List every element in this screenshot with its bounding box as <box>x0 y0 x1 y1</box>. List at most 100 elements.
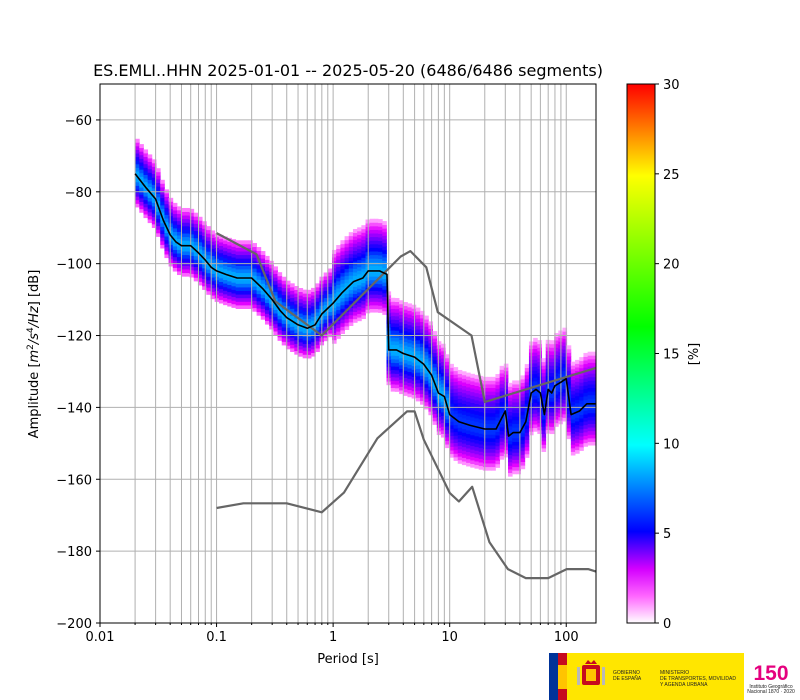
heatmap-cell <box>244 290 249 295</box>
heatmap-cell <box>453 428 459 433</box>
heatmap-cell <box>428 368 433 373</box>
heatmap-cell <box>185 247 190 252</box>
heatmap-cell <box>206 280 211 285</box>
heatmap-cell <box>373 276 379 281</box>
heatmap-cell <box>407 346 413 351</box>
heatmap-cell <box>382 264 387 269</box>
heatmap-cell <box>570 426 576 431</box>
heatmap-cell <box>499 391 505 395</box>
heatmap-cell <box>344 297 350 302</box>
heatmap-cell <box>428 339 433 344</box>
heatmap-cell <box>160 212 165 217</box>
heatmap-cell <box>587 419 593 424</box>
heatmap-cell <box>583 414 589 419</box>
heatmap-cell <box>172 260 178 265</box>
heatmap-cell <box>512 466 517 471</box>
heatmap-cell <box>461 425 467 430</box>
heatmap-cell <box>495 463 501 468</box>
heatmap-cell <box>323 326 329 331</box>
heatmap-cell <box>357 266 362 271</box>
heatmap-cell <box>520 393 526 398</box>
heatmap-cell <box>285 298 291 303</box>
heatmap-cell <box>432 384 438 389</box>
heatmap-cell <box>562 327 568 332</box>
heatmap-cell <box>399 311 404 316</box>
heatmap-cell <box>411 362 417 367</box>
heatmap-cell <box>508 469 513 474</box>
heatmap-cell <box>285 330 291 335</box>
heatmap-cell <box>461 461 467 466</box>
heatmap-cell <box>298 320 304 325</box>
heatmap-cell <box>390 326 396 331</box>
heatmap-cell <box>248 247 253 252</box>
heatmap-cell <box>294 300 299 305</box>
heatmap-cell <box>520 382 526 387</box>
heatmap-cell <box>453 381 459 386</box>
heatmap-cell <box>583 356 589 361</box>
heatmap-cell <box>562 413 568 418</box>
heatmap-cell <box>457 369 463 374</box>
heatmap-cell <box>541 437 547 442</box>
heatmap-cell <box>516 466 521 471</box>
heatmap-cell <box>461 439 467 444</box>
heatmap-cell <box>440 379 446 384</box>
heatmap-cell <box>252 289 257 294</box>
heatmap-cell <box>399 343 404 348</box>
heatmap-cell <box>298 334 304 339</box>
heatmap-cell <box>503 374 509 379</box>
heatmap-cell <box>474 396 480 401</box>
heatmap-cell <box>575 377 580 382</box>
heatmap-cell <box>193 277 199 282</box>
heatmap-cell <box>210 252 216 257</box>
heatmap-cell <box>524 403 530 408</box>
heatmap-cell <box>197 277 203 282</box>
heatmap-cell <box>516 394 521 399</box>
heatmap-cell <box>390 301 396 306</box>
heatmap-cell <box>495 413 501 418</box>
heatmap-cell <box>336 259 341 264</box>
x-tick-label: 10 <box>441 630 458 645</box>
heatmap-cell <box>135 145 140 150</box>
heatmap-cell <box>583 410 589 415</box>
heatmap-cell <box>327 275 333 280</box>
heatmap-cell <box>508 465 513 470</box>
heatmap-cell <box>327 329 333 334</box>
heatmap-cell <box>470 391 475 396</box>
heatmap-cell <box>554 343 559 348</box>
heatmap-cell <box>533 398 538 403</box>
heatmap-cell <box>491 402 496 406</box>
heatmap-cell <box>520 414 526 419</box>
heatmap-cell <box>361 279 366 284</box>
heatmap-cell <box>168 262 174 267</box>
heatmap-cell <box>591 398 597 403</box>
heatmap-cell <box>424 326 429 331</box>
heatmap-cell <box>491 380 496 385</box>
heatmap-cell <box>348 242 354 247</box>
heatmap-cell <box>411 329 417 334</box>
heatmap-cell <box>403 388 408 393</box>
heatmap-cell <box>223 276 228 280</box>
heatmap-cell <box>440 376 446 381</box>
heatmap-cell <box>499 365 505 370</box>
heatmap-cell <box>520 386 526 391</box>
heatmap-cell <box>231 242 237 247</box>
heatmap-cell <box>424 362 429 367</box>
heatmap-cell <box>248 290 253 295</box>
heatmap-cell <box>520 407 526 412</box>
heatmap-cell <box>348 268 354 273</box>
heatmap-cell <box>575 381 580 386</box>
heatmap-cell <box>508 411 513 416</box>
heatmap-cell <box>411 372 417 377</box>
heatmap-cell <box>570 383 576 388</box>
heatmap-cell <box>361 239 366 244</box>
heatmap-cell <box>202 246 207 251</box>
heatmap-cell <box>461 382 467 387</box>
heatmap-cell <box>549 372 555 377</box>
heatmap-cell <box>407 371 413 376</box>
heatmap-cell <box>143 214 149 219</box>
heatmap-cell <box>411 322 417 327</box>
heatmap-cell <box>591 409 597 414</box>
heatmap-cell <box>147 208 153 213</box>
heatmap-cell <box>570 415 576 420</box>
heatmap-cell <box>537 429 542 434</box>
